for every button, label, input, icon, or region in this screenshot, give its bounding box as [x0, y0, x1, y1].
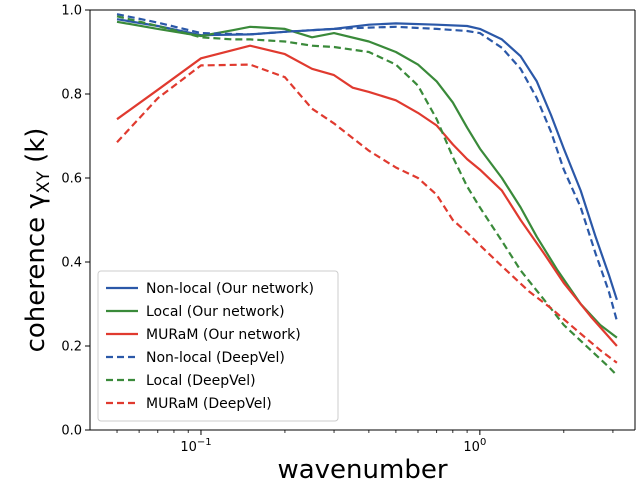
- legend-label-5: MURaM (DeepVel): [146, 396, 272, 412]
- series-line-2: [116, 44, 618, 347]
- y-tick-label: 1.0: [61, 4, 82, 19]
- legend-frame: [97, 270, 339, 422]
- x-tick-exponent: −1: [197, 437, 212, 448]
- y-tick-label: 0.6: [61, 172, 82, 187]
- y-label-word: coherence: [21, 209, 51, 353]
- series-line-5: [116, 63, 618, 364]
- x-tick-exponent: 0: [480, 437, 486, 448]
- y-tick-label: 0.4: [61, 256, 82, 271]
- series-line-3: [116, 13, 618, 322]
- series-line-1: [116, 20, 618, 339]
- legend-label-4: Local (DeepVel): [146, 373, 256, 389]
- y-axis-label: coherence γXY (k): [21, 128, 54, 353]
- y-tick-label: 0.2: [61, 340, 82, 355]
- axes-layer: 0.00.20.40.60.81.010−1 100wavenumbercoher…: [21, 4, 636, 485]
- series-line-0: [116, 18, 618, 301]
- series-line-4: [116, 15, 618, 377]
- legend-label-1: Local (Our network): [146, 304, 285, 320]
- y-tick-label: 0.0: [61, 424, 82, 439]
- legend-label-0: Non-local (Our network): [146, 281, 314, 297]
- series-layer: [116, 13, 618, 377]
- y-tick-label: 0.8: [61, 88, 82, 103]
- y-label-symbol: γ: [21, 193, 51, 208]
- y-label-subscript: XY: [34, 171, 54, 194]
- legend: Non-local (Our network) Local (Our networ…: [97, 270, 339, 422]
- legend-label-3: Non-local (DeepVel): [146, 350, 285, 366]
- x-axis-label: wavenumber: [277, 455, 447, 485]
- legend-label-2: MURaM (Our network): [146, 327, 301, 343]
- y-label-argument: (k): [21, 128, 51, 172]
